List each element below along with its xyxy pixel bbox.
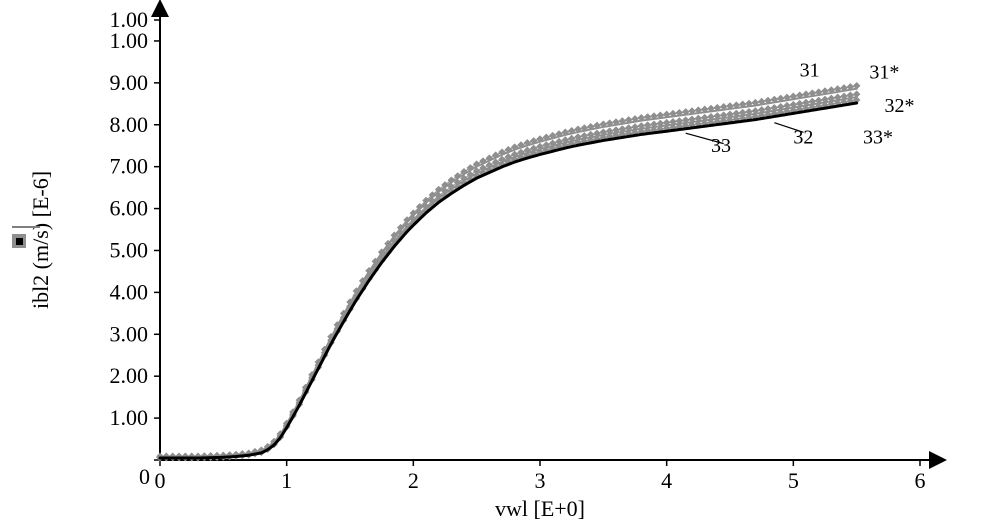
curve-label-31: 31 [800,60,820,82]
series-group [157,82,861,461]
legend-item-square [12,234,40,248]
curve-label-33star: 33* [863,127,893,149]
legend-square-inner [16,238,23,245]
legend-square-outer [12,234,26,248]
y-tick-label: 6.00 [110,196,149,221]
y-tick-label: 7.00 [110,154,149,179]
curve-label-31star: 31* [869,62,899,84]
legend [12,226,40,248]
origin-label: 0 [139,464,150,489]
legend-line-swatch [12,226,40,228]
curve-label-32: 32 [793,127,813,149]
x-tick-label: 3 [535,468,546,493]
y-tick-label: 9.00 [110,70,149,95]
y-tick-label: 5.00 [110,237,149,262]
x-tick-label: 1 [281,468,292,493]
y-tick-label: 4.00 [110,279,149,304]
x-tick-label: 4 [661,468,672,493]
y-tick-label: 1.00 [110,7,149,32]
y-tick-label: 3.00 [110,321,149,346]
series-31star-line [160,86,857,456]
x-tick-label: 5 [788,468,799,493]
y-tick-label: 1.00 [110,405,149,430]
curve-label-33: 33 [711,135,731,157]
curve-label-32star: 32* [885,95,915,117]
y-tick-label: 8.00 [110,112,149,137]
y-tick-label: 2.00 [110,363,149,388]
chart-container: 0 1 2 3 4 5 6 1.00 2.00 3.00 4.00 5.00 6.00 7.00 8.00 9… [0,0,1000,532]
x-tick-label: 0 [155,468,166,493]
legend-item-line [12,226,40,228]
series-31star [157,82,861,459]
series-31 [160,89,857,457]
chart-svg: 0 1 2 3 4 5 6 1.00 2.00 3.00 4.00 5.00 6.00 7.00 8.00 9… [0,0,1000,532]
axes [154,8,938,466]
x-axis-label: vwl [E+0] [495,496,585,521]
x-tick-label: 2 [408,468,419,493]
x-tick-label: 6 [915,468,926,493]
